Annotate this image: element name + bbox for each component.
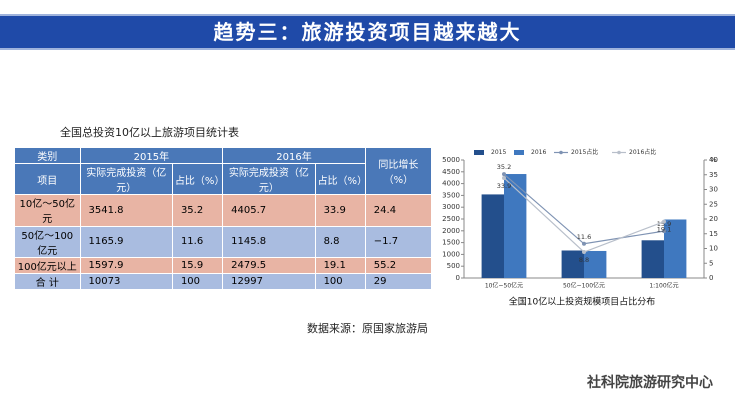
header-cell: 实际完成投资（亿元）	[222, 163, 316, 196]
table-cell: 4405.7	[222, 194, 316, 227]
y2-axis-label: %	[710, 156, 717, 164]
table-row: 10亿～50亿元 3541.8 35.2 4405.7 33.9 24.4	[14, 194, 433, 227]
legend-label: 2015占比	[571, 148, 598, 156]
y2-tick-label: 40	[709, 156, 718, 164]
table-cell: 100	[171, 272, 224, 291]
y2-tick-label: 5	[709, 259, 713, 267]
table-cell: 2479.5	[222, 256, 316, 274]
table-cell: 1597.9	[79, 256, 173, 274]
table-cell: 19.1	[314, 256, 366, 274]
header-cell: 同比增长（%）	[364, 146, 433, 196]
table-title: 全国总投资10亿以上旅游项目统计表	[60, 126, 239, 139]
header-cell: 实际完成投资（亿元）	[79, 163, 173, 196]
bar	[584, 250, 607, 278]
line-marker	[582, 250, 586, 255]
bar	[641, 240, 664, 278]
y-tick-label: 3500	[442, 191, 460, 199]
legend-label: 2016占比	[629, 148, 656, 156]
y-tick-label: 1500	[442, 239, 460, 247]
table-cell: 10073	[79, 272, 173, 291]
table-cell: 11.6	[171, 225, 224, 258]
y-tick-label: 2500	[442, 215, 460, 223]
y-tick-label: 4500	[442, 168, 460, 176]
line-marker	[502, 175, 506, 180]
table-cell: 15.9	[171, 256, 224, 274]
legend-label: 2016	[531, 149, 546, 156]
legend-label: 2015	[491, 149, 506, 156]
table-row: 100亿元以上 1597.9 15.9 2479.5 19.1 55.2	[14, 256, 433, 274]
table-cell: 35.2	[171, 194, 224, 227]
line-marker	[582, 241, 586, 246]
header-row: 类别 2015年 2016年 同比增长（%）	[14, 146, 433, 196]
data-label: 33.9	[497, 182, 511, 190]
line-marker	[662, 219, 666, 224]
data-label: 8.8	[579, 256, 589, 264]
table-cell: 55.2	[364, 256, 433, 274]
y2-tick-label: 0	[709, 274, 713, 282]
y-tick-label: 500	[447, 262, 460, 270]
data-label: 35.2	[497, 163, 511, 171]
bar	[664, 219, 687, 278]
header-cell: 类别	[14, 146, 81, 165]
legend-marker	[559, 150, 563, 155]
legend-marker	[617, 150, 621, 155]
x-tick-label: 10亿~50亿元	[485, 282, 523, 290]
table-cell: 8.8	[314, 225, 366, 258]
table-cell: 100	[314, 272, 366, 291]
legend-swatch	[474, 150, 484, 155]
header-cell: 项目	[14, 163, 81, 196]
data-label: 19.1	[657, 226, 671, 234]
slide-title: 趋势三：旅游投资项目越来越大	[0, 14, 735, 50]
x-tick-label: 1:100亿元	[649, 282, 678, 290]
table-row: 50亿～100亿元 1165.9 11.6 1145.8 8.8 −1.7	[14, 225, 433, 258]
table-cell: 1165.9	[79, 225, 173, 258]
x-tick-label: 50亿~100亿元	[563, 282, 605, 290]
watermark: 社科院旅游研究中心	[587, 375, 713, 391]
y2-tick-label: 30	[709, 186, 718, 194]
y2-tick-label: 25	[709, 200, 718, 208]
data-label: 11.6	[577, 233, 591, 241]
source-note: 数据来源：原国家旅游局	[307, 322, 428, 335]
y-tick-label: 1000	[442, 250, 460, 258]
y2-tick-label: 20	[709, 215, 718, 223]
y-tick-label: 3000	[442, 203, 460, 211]
table-cell: 12997	[222, 272, 316, 291]
table-cell: 10亿～50亿元	[14, 194, 81, 227]
y-tick-label: 2000	[442, 227, 460, 235]
table-cell: 100亿元以上	[14, 256, 81, 274]
bar	[504, 174, 527, 278]
bar	[561, 250, 584, 278]
table-cell: 33.9	[314, 194, 366, 227]
table-cell: 3541.8	[79, 194, 173, 227]
y-tick-label: 4000	[442, 180, 460, 188]
legend-swatch	[514, 150, 524, 155]
header-cell: 2016年	[222, 146, 366, 165]
y2-tick-label: 15	[709, 230, 718, 238]
table-cell: 50亿～100亿元	[14, 225, 81, 258]
chart: 全国10亿以上投资规模项目占比分布 % 0 500 1000 1500 2000 2500…	[442, 148, 718, 308]
line-marker	[662, 229, 666, 234]
line-marker	[502, 172, 506, 177]
y2-tick-label: 10	[709, 245, 718, 253]
table-cell: 29	[364, 272, 433, 291]
header-cell: 占比（%）	[314, 163, 367, 196]
y2-tick-label: 35	[709, 171, 718, 179]
header-cell: 占比（%）	[171, 163, 224, 196]
table-cell: 24.4	[364, 194, 433, 227]
data-label: 15.9	[657, 220, 671, 228]
table-cell: 合 计	[14, 272, 81, 291]
header-row: 项目 实际完成投资（亿元） 占比（%） 实际完成投资（亿元） 占比（%）	[14, 163, 432, 196]
y-tick-label: 0	[456, 274, 460, 282]
data-table: 类别 2015年 2016年 同比增长（%） 项目 实际完成投资（亿元） 占比（%） 实际完成…	[14, 146, 433, 291]
chart-title: 全国10亿以上投资规模项目占比分布	[509, 296, 655, 308]
y-tick-label: 5000	[442, 156, 460, 164]
line	[503, 177, 665, 253]
header-cell: 2015年	[79, 146, 224, 165]
table-cell: 1145.8	[222, 225, 316, 258]
table-row: 合 计 10073 100 12997 100 29	[14, 272, 433, 291]
bar	[481, 194, 504, 278]
table-cell: −1.7	[364, 225, 433, 258]
